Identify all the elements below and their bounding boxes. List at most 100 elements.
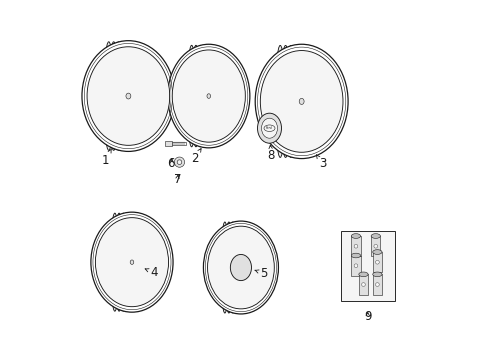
Text: 3: 3 [316, 155, 326, 170]
Ellipse shape [95, 218, 168, 307]
Text: 6: 6 [167, 157, 175, 170]
Text: 2: 2 [190, 149, 201, 165]
Bar [340, 231, 394, 301]
Ellipse shape [219, 252, 223, 255]
Ellipse shape [207, 226, 274, 309]
Polygon shape [196, 102, 221, 133]
Ellipse shape [177, 56, 240, 136]
Polygon shape [133, 85, 162, 112]
Bar [172, 142, 185, 145]
Ellipse shape [114, 213, 123, 311]
Ellipse shape [136, 72, 156, 92]
Ellipse shape [285, 45, 295, 157]
Text: 4: 4 [145, 266, 158, 279]
Ellipse shape [261, 118, 277, 138]
Polygon shape [128, 56, 150, 91]
Ellipse shape [260, 50, 342, 152]
Ellipse shape [353, 244, 357, 248]
Ellipse shape [265, 57, 337, 146]
Polygon shape [306, 71, 335, 109]
Ellipse shape [220, 222, 228, 313]
Ellipse shape [257, 113, 281, 143]
Ellipse shape [375, 260, 379, 264]
Ellipse shape [233, 258, 248, 276]
Polygon shape [124, 101, 147, 136]
Ellipse shape [227, 241, 230, 245]
Ellipse shape [350, 253, 360, 258]
Ellipse shape [126, 93, 131, 99]
Polygon shape [108, 240, 126, 258]
Ellipse shape [219, 280, 223, 283]
Ellipse shape [372, 250, 381, 255]
Ellipse shape [228, 222, 237, 313]
Ellipse shape [230, 255, 251, 280]
Ellipse shape [258, 252, 263, 255]
Ellipse shape [290, 45, 301, 157]
Ellipse shape [123, 91, 133, 102]
Ellipse shape [205, 91, 212, 100]
Ellipse shape [215, 266, 220, 269]
Ellipse shape [227, 290, 230, 294]
Ellipse shape [274, 103, 287, 117]
Ellipse shape [203, 221, 278, 314]
Ellipse shape [130, 260, 134, 264]
Ellipse shape [191, 45, 200, 147]
Ellipse shape [187, 45, 196, 147]
Ellipse shape [109, 257, 119, 267]
Ellipse shape [299, 98, 304, 104]
Ellipse shape [91, 212, 173, 312]
Bar [165, 141, 172, 146]
Ellipse shape [200, 45, 208, 147]
Ellipse shape [372, 272, 381, 276]
Ellipse shape [296, 45, 306, 157]
Ellipse shape [128, 258, 135, 266]
Ellipse shape [167, 44, 249, 148]
Text: Ford: Ford [265, 126, 272, 130]
Polygon shape [96, 97, 125, 127]
Ellipse shape [82, 41, 175, 152]
Ellipse shape [236, 222, 244, 313]
Ellipse shape [204, 45, 213, 147]
Ellipse shape [358, 272, 367, 276]
Text: 9: 9 [363, 310, 371, 323]
Ellipse shape [297, 96, 305, 107]
Polygon shape [133, 270, 143, 294]
Ellipse shape [122, 236, 131, 246]
Ellipse shape [108, 42, 119, 150]
Ellipse shape [112, 61, 132, 82]
Ellipse shape [282, 73, 295, 87]
Ellipse shape [195, 45, 204, 147]
Ellipse shape [100, 224, 163, 301]
Bar [370, 236, 380, 256]
Ellipse shape [280, 45, 290, 157]
Ellipse shape [142, 244, 151, 254]
Ellipse shape [250, 241, 254, 245]
Ellipse shape [122, 278, 131, 288]
Bar [350, 236, 360, 256]
Ellipse shape [239, 294, 242, 298]
Ellipse shape [127, 213, 136, 311]
Ellipse shape [275, 45, 285, 157]
Polygon shape [209, 59, 234, 93]
Text: 5: 5 [254, 267, 267, 280]
Ellipse shape [172, 50, 245, 142]
Polygon shape [108, 266, 126, 285]
Ellipse shape [87, 47, 169, 145]
Ellipse shape [96, 85, 118, 105]
Ellipse shape [350, 234, 360, 238]
Ellipse shape [261, 266, 266, 269]
Ellipse shape [92, 53, 164, 139]
Ellipse shape [353, 264, 357, 267]
Ellipse shape [250, 290, 254, 294]
Ellipse shape [315, 103, 328, 117]
Ellipse shape [211, 231, 269, 303]
Ellipse shape [294, 121, 308, 134]
Polygon shape [270, 105, 300, 143]
Bar [350, 256, 360, 276]
Ellipse shape [361, 283, 365, 287]
Bar [358, 274, 367, 295]
Text: 8: 8 [267, 145, 274, 162]
Polygon shape [97, 62, 125, 94]
Ellipse shape [258, 280, 263, 283]
Polygon shape [183, 59, 207, 93]
